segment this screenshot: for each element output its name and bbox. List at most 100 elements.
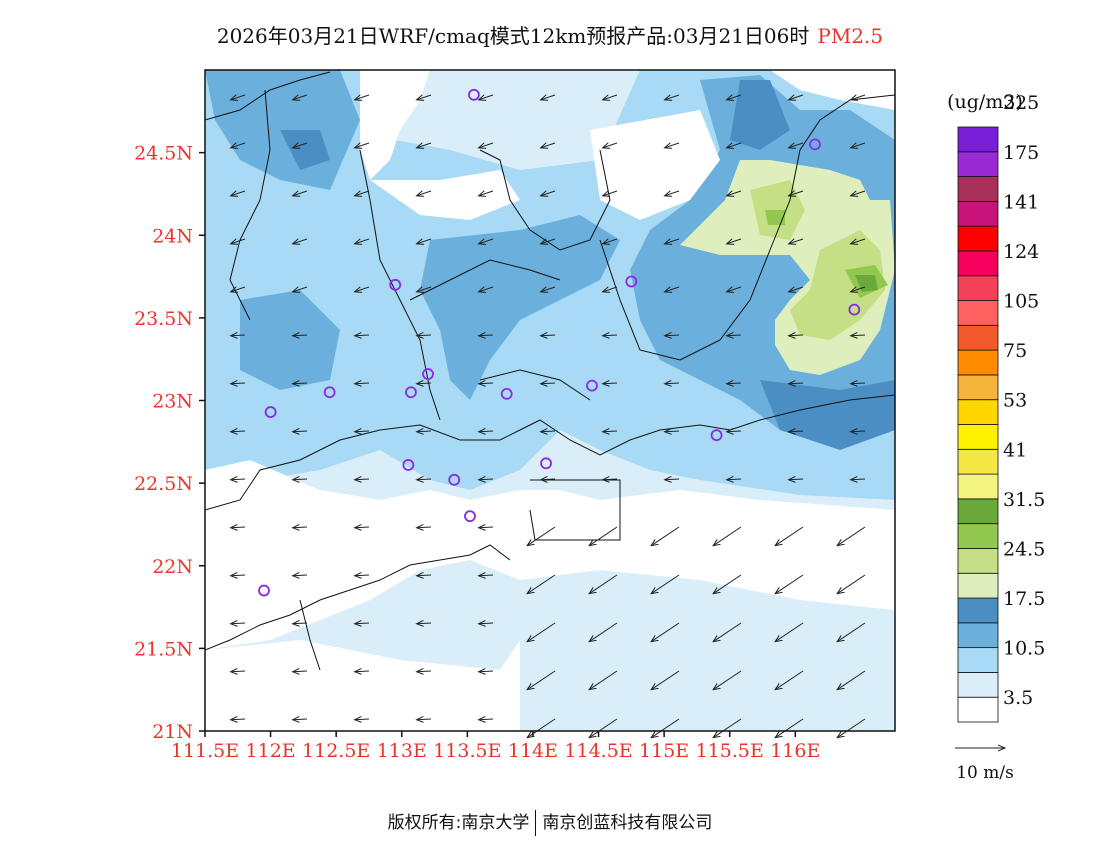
wind-arrow bbox=[541, 335, 556, 336]
lon-label: 114.5E bbox=[564, 740, 632, 762]
legend-swatch bbox=[957, 572, 999, 599]
wind-arrow bbox=[789, 191, 804, 196]
legend-unit: (ug/m3) bbox=[947, 91, 1023, 113]
wind-arrow bbox=[293, 143, 308, 148]
wind-arrow bbox=[541, 479, 556, 480]
wind-arrow bbox=[417, 383, 432, 384]
wind-arrow bbox=[527, 574, 556, 594]
wind-arrow bbox=[231, 719, 246, 720]
wind-arrow bbox=[231, 191, 246, 196]
wind-arrow bbox=[231, 143, 246, 148]
wind-arrow bbox=[355, 527, 370, 528]
wind-arrow bbox=[355, 575, 370, 576]
legend-swatch bbox=[957, 597, 999, 624]
wind-arrow bbox=[355, 191, 370, 196]
wind-arrow bbox=[293, 239, 308, 244]
wind-arrow bbox=[665, 143, 680, 148]
wind-arrow bbox=[231, 95, 246, 100]
legend-swatch bbox=[957, 498, 999, 525]
legend-label: 105 bbox=[1003, 291, 1039, 313]
wind-arrow bbox=[665, 335, 680, 336]
wind-arrow bbox=[727, 95, 742, 100]
wind-arrow bbox=[727, 287, 742, 292]
wind-arrow bbox=[355, 431, 370, 432]
wind-arrow bbox=[851, 143, 866, 148]
wind-arrow bbox=[417, 719, 432, 720]
station-marker bbox=[258, 584, 270, 597]
lon-label: 116E bbox=[770, 740, 820, 762]
station-marker bbox=[468, 88, 480, 101]
wind-arrow bbox=[355, 479, 370, 480]
wind-arrow bbox=[293, 527, 308, 528]
wind-arrow bbox=[417, 623, 432, 624]
wind-arrow bbox=[713, 526, 742, 546]
legend-swatch bbox=[957, 324, 999, 351]
legend-label: 31.5 bbox=[1003, 489, 1045, 511]
legend-swatch bbox=[957, 622, 999, 649]
wind-arrow bbox=[589, 670, 618, 690]
wind-arrow bbox=[293, 191, 308, 196]
legend-swatch bbox=[957, 696, 999, 723]
longitude-ticks: 111.5E 112E 112.5E 113E 113.5E 114E 114.5E 115E… bbox=[171, 731, 820, 762]
wind-arrow bbox=[293, 95, 308, 100]
wind-arrow bbox=[837, 574, 866, 594]
wind-arrow bbox=[527, 670, 556, 690]
legend-swatch bbox=[957, 176, 999, 202]
wind-arrow bbox=[541, 239, 556, 244]
wind-arrow bbox=[479, 143, 494, 148]
wind-arrow bbox=[541, 191, 556, 196]
legend-swatch bbox=[957, 250, 999, 277]
wind-arrow bbox=[417, 191, 432, 196]
legend-swatch bbox=[957, 647, 999, 673]
wind-arrow bbox=[789, 239, 804, 244]
legend-swatch bbox=[957, 473, 999, 500]
wind-arrow bbox=[727, 479, 742, 480]
wind-arrow bbox=[231, 287, 246, 292]
wind-arrow bbox=[665, 95, 680, 100]
station-marker bbox=[323, 386, 336, 399]
wind-arrow bbox=[231, 239, 246, 244]
lon-label: 111.5E bbox=[171, 740, 239, 762]
lat-label: 22.5N bbox=[134, 473, 193, 495]
station-marker bbox=[809, 138, 821, 151]
station-marker bbox=[540, 457, 552, 470]
wind-arrow bbox=[293, 287, 308, 292]
wind-arrow bbox=[837, 526, 866, 546]
footer-left: 版权所有:南京大学 bbox=[387, 813, 530, 833]
wind-arrow bbox=[789, 335, 804, 336]
wind-arrow bbox=[417, 431, 432, 432]
wind-arrow bbox=[603, 335, 618, 336]
wind-arrow bbox=[527, 526, 556, 546]
wind-arrow bbox=[231, 335, 246, 336]
legend-swatch bbox=[957, 523, 999, 549]
wind-arrow bbox=[417, 479, 432, 480]
wind-arrow bbox=[479, 191, 494, 196]
wind-arrow bbox=[541, 143, 556, 148]
wind-arrow bbox=[417, 575, 432, 576]
legend-swatch bbox=[957, 374, 999, 401]
lat-label: 21N bbox=[152, 721, 193, 743]
copyright-footer: 版权所有:南京大学 南京创蓝科技有限公司 bbox=[0, 808, 1100, 836]
legend-swatch bbox=[957, 448, 999, 475]
wind-arrow bbox=[837, 670, 866, 690]
station-marker bbox=[464, 510, 476, 523]
legend-label: 3.5 bbox=[1003, 687, 1033, 709]
wind-arrow bbox=[851, 191, 866, 196]
wind-arrow bbox=[603, 431, 618, 432]
station-marker bbox=[586, 379, 598, 392]
wind-arrow bbox=[231, 671, 246, 672]
wind-arrow bbox=[355, 719, 370, 720]
wind-arrow bbox=[603, 239, 618, 244]
lon-label: 112E bbox=[246, 740, 296, 762]
wind-arrow bbox=[589, 574, 618, 594]
legend-label: 75 bbox=[1003, 340, 1027, 362]
legend-label: 124 bbox=[1003, 241, 1039, 263]
wind-arrow bbox=[789, 143, 804, 148]
wind-arrow bbox=[541, 287, 556, 292]
lat-label: 23.5N bbox=[134, 308, 193, 330]
legend-swatch bbox=[957, 399, 999, 425]
legend-label: 175 bbox=[1003, 142, 1039, 164]
lon-label: 115E bbox=[639, 740, 689, 762]
wind-arrow bbox=[479, 335, 494, 336]
wind-arrow bbox=[417, 671, 432, 672]
